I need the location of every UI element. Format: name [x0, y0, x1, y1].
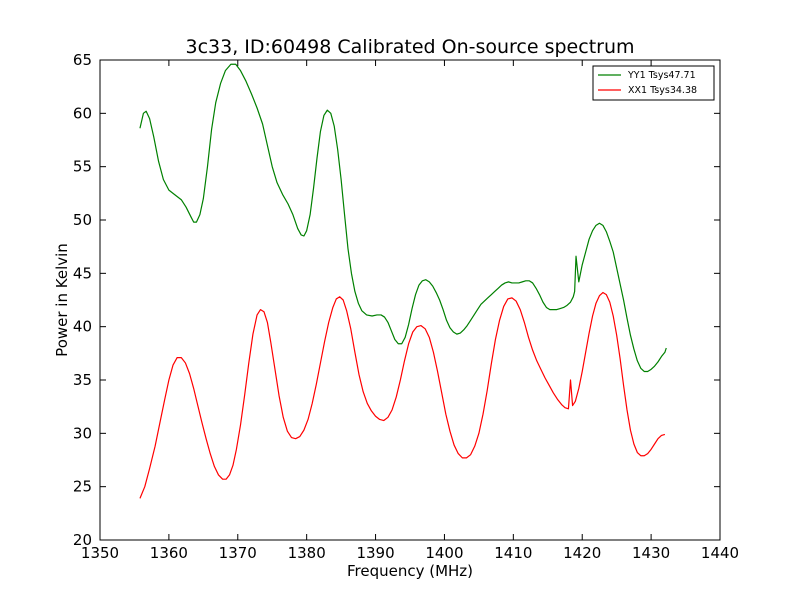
series-line-yy1	[139, 63, 667, 373]
x-tick-label: 1390	[356, 544, 394, 562]
plot-area	[100, 60, 720, 540]
x-tick-label: 1440	[701, 544, 739, 562]
chart-title: 3c33, ID:60498 Calibrated On-source spec…	[185, 36, 634, 58]
x-tick-label: 1380	[288, 544, 326, 562]
y-tick-label: 50	[73, 211, 92, 229]
x-tick-label: 1410	[494, 544, 532, 562]
y-tick-label: 65	[73, 51, 92, 69]
y-axis: 20 25 30 35 40 45 50 55 60 65	[73, 51, 720, 549]
x-tick-label: 1420	[563, 544, 601, 562]
x-tick-label: 1360	[150, 544, 188, 562]
y-tick-label: 60	[73, 104, 92, 122]
y-tick-label: 45	[73, 264, 92, 282]
series-layer	[139, 63, 667, 499]
y-tick-label: 35	[73, 371, 92, 389]
x-tick-label: 1400	[425, 544, 463, 562]
legend-box	[592, 65, 715, 101]
x-tick-label: 1350	[81, 544, 119, 562]
series-line-xx1	[139, 291, 666, 499]
y-tick-label: 30	[73, 424, 92, 442]
y-tick-label: 25	[73, 478, 92, 496]
legend: YY1 Tsys47.71 XX1 Tsys34.38	[592, 65, 715, 101]
y-tick-label: 40	[73, 318, 92, 336]
plot-frame	[99, 59, 721, 541]
y-tick-label: 20	[73, 531, 92, 549]
legend-label-yy1: YY1 Tsys47.71	[627, 70, 696, 81]
x-axis-label: Frequency (MHz)	[347, 562, 473, 580]
y-axis-label: Power in Kelvin	[53, 243, 71, 357]
x-tick-label: 1370	[219, 544, 257, 562]
legend-label-xx1: XX1 Tsys34.38	[628, 85, 697, 96]
x-axis: 1350 1360 1370 1380 1390 1400 1410 1420 1430 1440	[81, 60, 739, 562]
y-tick-label: 55	[73, 158, 92, 176]
x-tick-label: 1430	[632, 544, 670, 562]
